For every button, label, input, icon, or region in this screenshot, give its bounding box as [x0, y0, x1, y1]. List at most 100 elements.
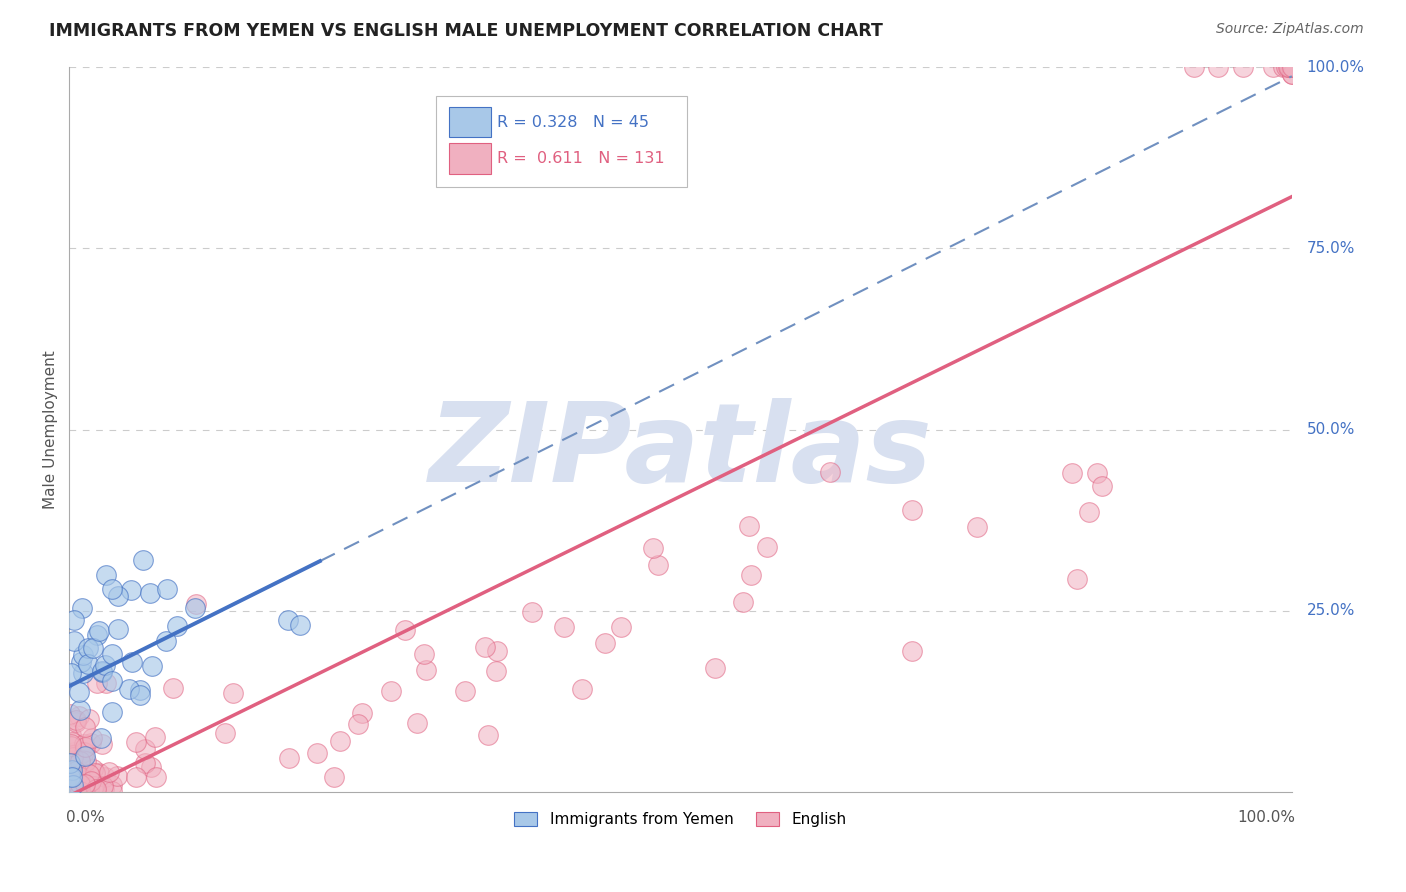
Text: 75.0%: 75.0% — [1306, 241, 1355, 256]
Point — [67, 781, 90, 796]
Point — [413, 648, 436, 662]
Point — [145, 771, 167, 785]
Point — [60, 772, 83, 787]
Point — [415, 663, 437, 677]
Point — [59, 756, 82, 770]
Point — [485, 665, 508, 679]
Point — [406, 715, 429, 730]
Point — [69, 703, 91, 717]
Point — [105, 769, 128, 783]
Point — [72, 665, 94, 680]
Point — [65, 771, 87, 785]
Point — [67, 769, 90, 783]
Point — [70, 655, 93, 669]
Point — [307, 746, 329, 760]
Point — [86, 676, 108, 690]
Point — [1281, 60, 1303, 74]
Point — [59, 666, 82, 681]
Point — [703, 660, 725, 674]
Point — [91, 665, 114, 679]
Point — [737, 519, 759, 533]
Point — [125, 771, 148, 785]
Point — [80, 736, 103, 750]
Point — [67, 709, 90, 723]
Point — [1281, 60, 1303, 74]
FancyBboxPatch shape — [450, 144, 491, 174]
Point — [129, 688, 152, 702]
Point — [62, 778, 84, 792]
Point — [1062, 466, 1084, 480]
Point — [647, 558, 669, 572]
Point — [1091, 479, 1114, 493]
Point — [65, 713, 87, 727]
Point — [75, 748, 97, 763]
Point — [73, 745, 96, 759]
Text: Source: ZipAtlas.com: Source: ZipAtlas.com — [1216, 22, 1364, 37]
Point — [76, 657, 98, 672]
Point — [477, 728, 499, 742]
Point — [76, 640, 98, 655]
Point — [69, 754, 91, 768]
Point — [1281, 67, 1303, 81]
Point — [1277, 60, 1299, 74]
Point — [90, 737, 112, 751]
Point — [62, 769, 84, 783]
Point — [70, 601, 93, 615]
Point — [571, 682, 593, 697]
Point — [65, 777, 87, 791]
Point — [162, 681, 184, 695]
Point — [62, 750, 84, 764]
Point — [350, 706, 373, 721]
Point — [66, 781, 89, 796]
Point — [65, 715, 87, 730]
Point — [63, 633, 86, 648]
Point — [101, 705, 124, 719]
Point — [90, 664, 112, 678]
Point — [134, 742, 156, 756]
Point — [101, 674, 124, 689]
Point — [83, 779, 105, 793]
Point — [610, 620, 633, 634]
Point — [89, 766, 111, 780]
Point — [60, 728, 83, 742]
Point — [143, 730, 166, 744]
Point — [100, 647, 122, 661]
Point — [75, 754, 97, 768]
Text: 50.0%: 50.0% — [1306, 422, 1355, 437]
Point — [59, 760, 82, 774]
Point — [94, 676, 117, 690]
Point — [454, 684, 477, 698]
Point — [72, 648, 94, 662]
Point — [69, 770, 91, 784]
Point — [553, 620, 575, 634]
Point — [346, 717, 368, 731]
Point — [93, 782, 115, 797]
Y-axis label: Male Unemployment: Male Unemployment — [44, 351, 58, 509]
Point — [94, 657, 117, 672]
Point — [1078, 504, 1101, 518]
Point — [1278, 60, 1301, 74]
Point — [1263, 60, 1285, 74]
Point — [277, 750, 299, 764]
Point — [67, 685, 90, 699]
Point — [900, 503, 922, 517]
Text: R =  0.611   N = 131: R = 0.611 N = 131 — [498, 151, 665, 166]
Point — [755, 541, 778, 555]
Point — [98, 764, 121, 779]
Point — [84, 766, 107, 780]
Point — [87, 624, 110, 639]
Point — [73, 739, 96, 754]
Point — [73, 783, 96, 797]
Point — [277, 613, 299, 627]
Point — [1279, 60, 1302, 74]
Point — [1066, 572, 1088, 586]
Point — [121, 655, 143, 669]
Point — [63, 745, 86, 759]
FancyBboxPatch shape — [450, 107, 491, 137]
Point — [101, 778, 124, 792]
Point — [329, 734, 352, 748]
Point — [93, 770, 115, 784]
Point — [72, 745, 94, 759]
Point — [60, 782, 83, 797]
Point — [520, 606, 543, 620]
